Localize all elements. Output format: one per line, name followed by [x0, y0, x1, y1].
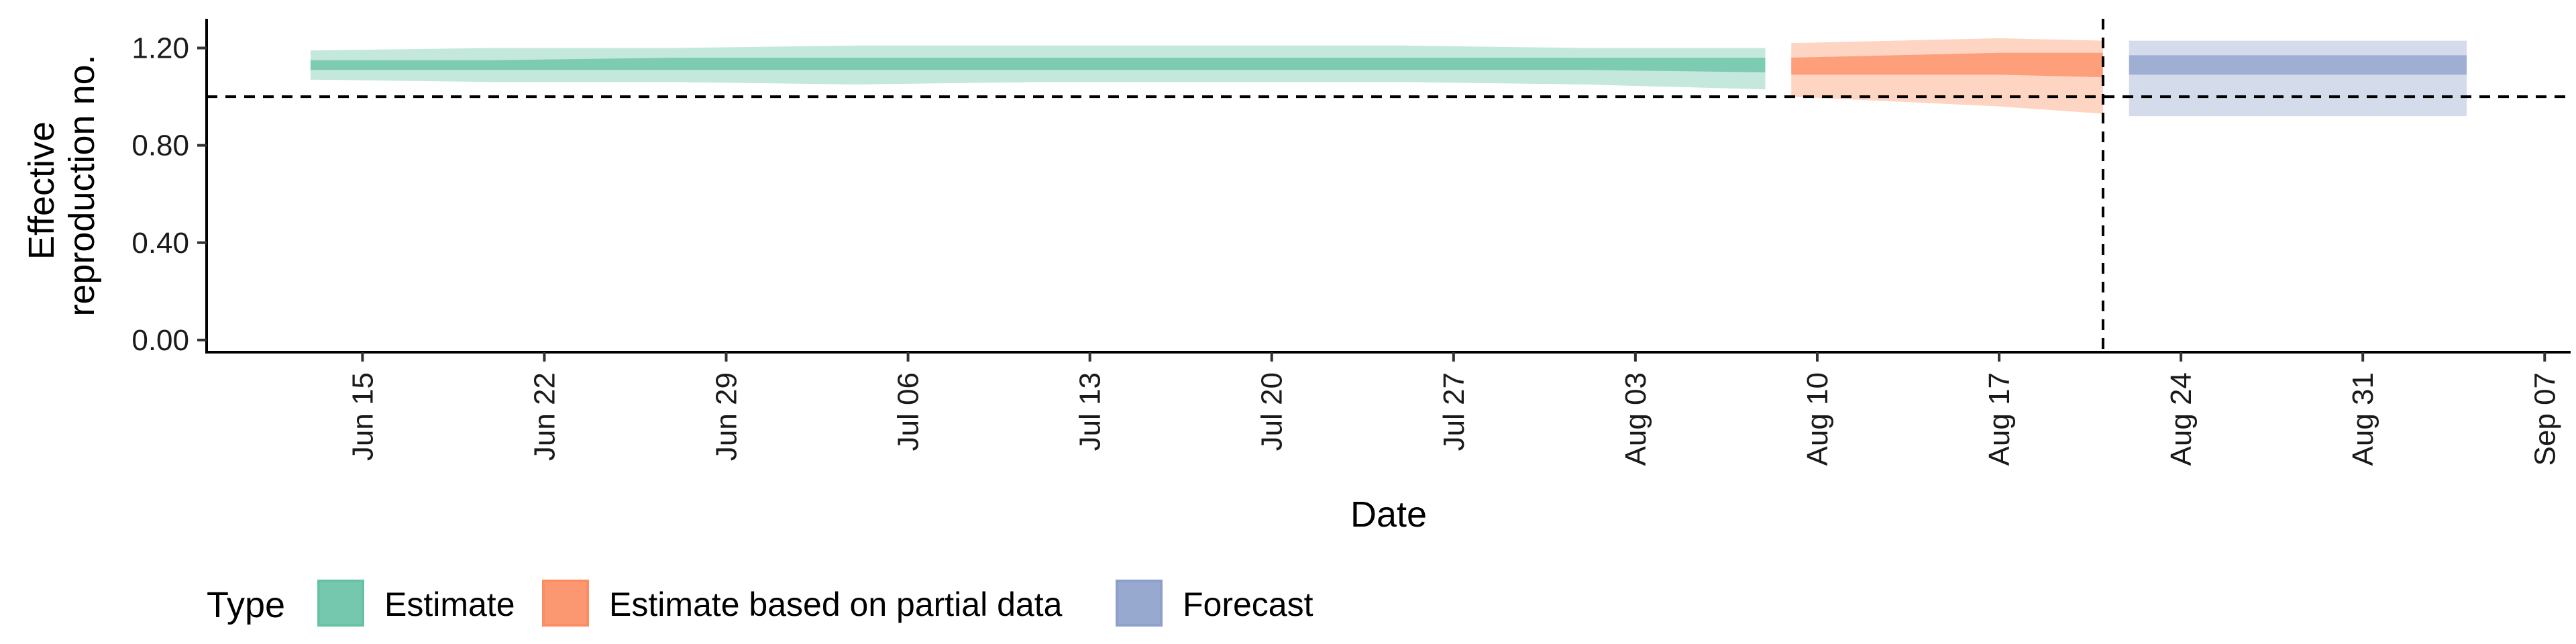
x-tick-label: Aug 03 — [1619, 372, 1652, 466]
y-tick-label: 1.20 — [131, 32, 189, 65]
x-axis-title: Date — [1350, 494, 1427, 535]
legend-key-forecast — [1116, 580, 1163, 627]
x-tick-label: Jul 27 — [1438, 372, 1470, 451]
y-axis-title-line-1: Effective — [21, 121, 62, 260]
legend-key-estimate-based-on-partial-data — [542, 580, 589, 627]
forecast-50-interval — [2129, 55, 2467, 75]
x-tick-label: Jun 22 — [528, 372, 561, 461]
legend-label-estimate: Estimate — [384, 586, 515, 623]
axes — [205, 19, 2571, 354]
forecast-90-interval — [2129, 40, 2467, 117]
series-bands — [310, 38, 2467, 117]
x-tick-label: Sep 07 — [2528, 372, 2561, 466]
y-tick-label: 0.00 — [131, 324, 189, 357]
x-tick-label: Aug 24 — [2165, 372, 2198, 466]
legend-label-forecast: Forecast — [1183, 586, 1313, 623]
x-tick-label: Jun 15 — [346, 372, 379, 461]
y-tick-label: 0.40 — [131, 227, 189, 260]
x-tick-label: Aug 10 — [1801, 372, 1834, 466]
x-tick-label: Aug 17 — [1983, 372, 2016, 466]
legend: Type Estimate Estimate based on partial d… — [207, 580, 1313, 627]
x-tick-label: Jul 06 — [892, 372, 925, 451]
estimate-50-interval — [310, 58, 1766, 72]
x-tick-label: Jun 29 — [710, 372, 743, 461]
x-tick-label: Jul 20 — [1256, 372, 1289, 451]
legend-key-estimate — [317, 580, 364, 627]
legend-title: Type — [207, 585, 285, 625]
x-ticks: Jun 15 Jun 22 Jun 29 Jul 06 Jul 13 Jul 20 Jul … — [346, 352, 2561, 466]
y-axis-title-line-2: reproduction no. — [62, 54, 102, 316]
y-tick-label: 0.80 — [131, 129, 189, 162]
x-tick-label: Jul 13 — [1074, 372, 1107, 451]
x-tick-label: Aug 31 — [2347, 372, 2379, 466]
y-axis-title: Effective reproduction no. — [21, 54, 102, 316]
estimate-based-on-partial-data-50-interval — [1791, 52, 2103, 78]
legend-label-estimate-based-on-partial-data: Estimate based on partial data — [609, 586, 1063, 623]
y-ticks: 0.00 0.40 0.80 1.20 — [131, 32, 207, 357]
